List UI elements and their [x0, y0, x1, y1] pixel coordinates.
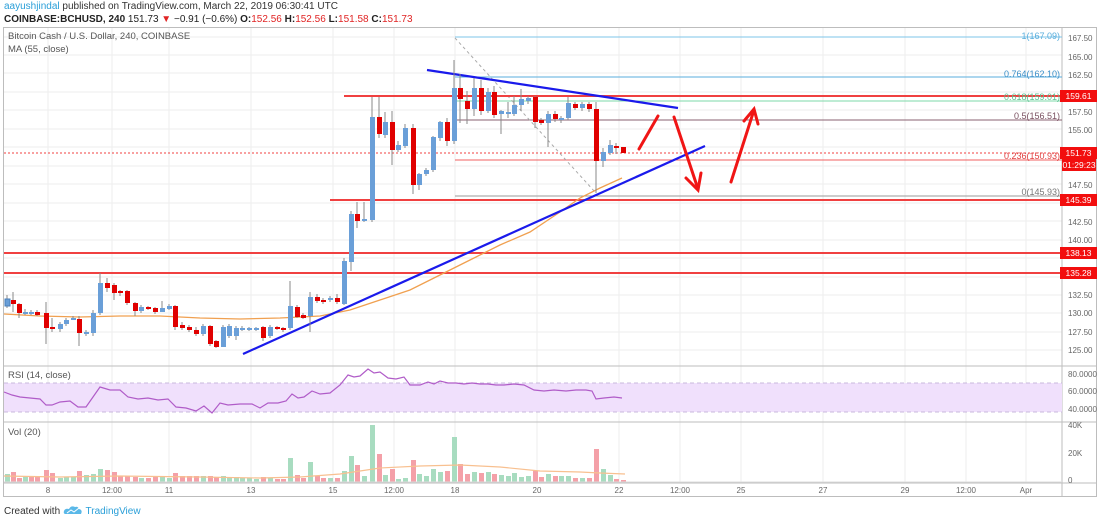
- x-tick: 11: [164, 486, 174, 495]
- y-tick: 132.50: [1068, 291, 1093, 300]
- x-tick: 8: [45, 486, 51, 495]
- rsi-tick: 80.0000: [1068, 370, 1097, 379]
- x-tick: 20: [532, 486, 542, 495]
- author-link[interactable]: aayushjindal: [4, 1, 60, 12]
- x-tick: 15: [328, 486, 338, 495]
- symbol: COINBASE:BCHUSD, 240: [4, 14, 126, 25]
- x-tick: 12:00: [955, 486, 977, 495]
- fib-label-05: 0.5(156.51): [1013, 111, 1060, 121]
- moving-average-line: [3, 177, 623, 320]
- fib-label-1: 1(167.09): [1021, 31, 1060, 41]
- ascending-trendline[interactable]: [242, 144, 706, 356]
- rsi-line: [3, 368, 623, 414]
- projection-arrows: [637, 105, 760, 194]
- y-tick: 130.00: [1068, 309, 1093, 318]
- vol-tick: 20K: [1068, 449, 1083, 458]
- price-tag-support-2: 138.13: [1060, 247, 1097, 259]
- tradingview-cloud-icon: [63, 506, 82, 514]
- rsi-legend[interactable]: RSI (14, close): [8, 370, 71, 381]
- x-tick: 13: [246, 486, 256, 495]
- vol-tick: 0: [1068, 476, 1073, 485]
- descending-trendline[interactable]: [426, 68, 679, 110]
- x-tick: 12:00: [101, 486, 123, 495]
- y-tick: 155.00: [1068, 126, 1093, 135]
- vol-tick: 40K: [1068, 421, 1083, 430]
- x-tick: Apr: [1019, 486, 1033, 495]
- candlesticks: [4, 60, 626, 348]
- x-tick: 18: [450, 486, 460, 495]
- y-tick: 140.00: [1068, 236, 1093, 245]
- x-tick: 29: [900, 486, 910, 495]
- price-tag-support-3: 135.28: [1060, 267, 1097, 279]
- current-candle: [621, 147, 626, 153]
- fib-label-0764: 0.764(162.10): [1003, 69, 1060, 79]
- footer: Created with TradingView: [4, 505, 141, 517]
- rsi-tick: 60.0000: [1068, 387, 1097, 396]
- chart-title-legend[interactable]: Bitcoin Cash / U.S. Dollar, 240, COINBAS…: [8, 31, 191, 42]
- y-tick: 142.50: [1068, 218, 1093, 227]
- rsi-tick: 40.0000: [1068, 405, 1097, 414]
- price-tag-last: 151.73: [1060, 147, 1097, 159]
- fib-label-0236: 0.236(150.93): [1003, 151, 1060, 161]
- x-tick: 25: [736, 486, 746, 495]
- fib-label-0: 0(145.93): [1021, 187, 1060, 197]
- fibonacci-retracement[interactable]: [454, 36, 1062, 197]
- chart-frame: [3, 27, 1097, 497]
- triangle-down-icon: ▼: [161, 14, 172, 25]
- high-label: H:: [284, 14, 296, 25]
- low-label: L:: [328, 14, 339, 25]
- x-tick: 22: [614, 486, 624, 495]
- created-with-text: Created with: [4, 506, 63, 517]
- volume-legend[interactable]: Vol (20): [8, 427, 41, 438]
- close-value: 151.73: [381, 14, 413, 25]
- price-change: −0.91 (−0.6%): [173, 14, 238, 25]
- x-tick: 27: [818, 486, 828, 495]
- published-text: published on TradingView.com, March 22, …: [59, 1, 338, 12]
- low-value: 151.58: [338, 14, 369, 25]
- support-resistance-levels[interactable]: [4, 95, 1062, 274]
- publish-info: aayushjindal published on TradingView.co…: [4, 1, 338, 12]
- y-tick: 157.50: [1068, 108, 1093, 117]
- open-label: O:: [240, 14, 252, 25]
- symbol-quote-line: COINBASE:BCHUSD, 240 151.73 ▼ −0.91 (−0.…: [4, 14, 413, 25]
- tradingview-link[interactable]: TradingView: [85, 506, 141, 517]
- y-tick: 125.00: [1068, 346, 1093, 355]
- volume-ma-line: [3, 464, 626, 479]
- x-tick: 12:00: [383, 486, 405, 495]
- fib-label-0618: 0.618(159.01): [1003, 92, 1060, 102]
- close-label: C:: [371, 14, 382, 25]
- y-tick: 165.00: [1068, 53, 1093, 62]
- volume-bars: [5, 425, 626, 482]
- rsi-band: [4, 383, 1062, 412]
- y-tick: 127.50: [1068, 328, 1093, 337]
- ma-legend[interactable]: MA (55, close): [8, 44, 69, 55]
- bar-countdown: 01:29:23: [1062, 159, 1096, 171]
- y-tick: 147.50: [1068, 181, 1093, 190]
- price-tag-resistance: 159.61: [1060, 90, 1097, 102]
- high-value: 152.56: [295, 14, 326, 25]
- y-tick: 167.50: [1068, 34, 1093, 43]
- x-tick: 12:00: [669, 486, 691, 495]
- open-value: 152.56: [251, 14, 282, 25]
- last-price: 151.73: [127, 14, 159, 25]
- y-tick: 162.50: [1068, 71, 1093, 80]
- price-tag-support-1: 145.39: [1060, 194, 1097, 206]
